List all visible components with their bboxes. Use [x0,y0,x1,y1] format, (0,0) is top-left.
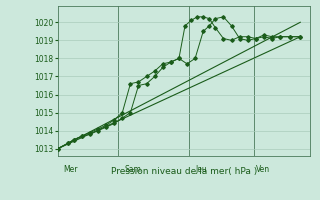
X-axis label: Pression niveau de la mer( hPa ): Pression niveau de la mer( hPa ) [111,167,257,176]
Text: Jeu: Jeu [195,165,207,174]
Text: Sam: Sam [124,165,141,174]
Text: Mer: Mer [64,165,78,174]
Text: Ven: Ven [256,165,270,174]
